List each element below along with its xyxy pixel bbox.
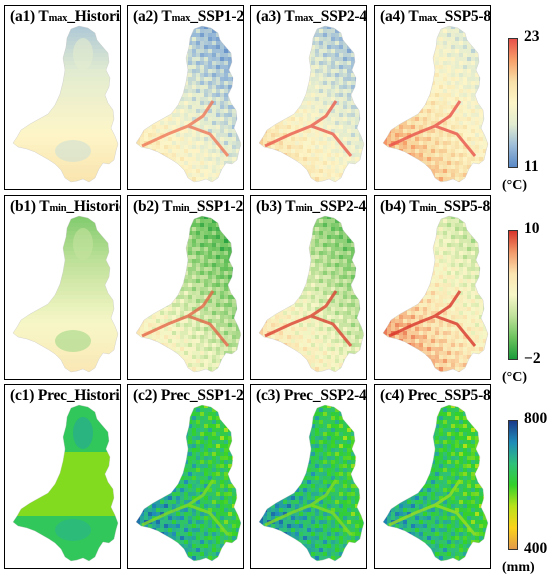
basin-map [12, 404, 119, 562]
scenario-name: _SSP1-2.6 [190, 8, 244, 25]
variable-name: Prec [37, 387, 67, 404]
map-panel-b3: (b3) Tmin_SSP2-4.5 [250, 195, 367, 380]
panel-title: (a2) Tmax_SSP1-2.6 [133, 8, 244, 26]
panel-tag: (b1) [10, 198, 40, 215]
scenario-name: _Historical [67, 8, 120, 25]
panel-title: (b2) Tmin_SSP1-2.6 [133, 198, 244, 216]
basin-map [135, 25, 242, 183]
colorbar-unit: (°C) [502, 178, 528, 193]
variable-subscript: max [171, 13, 191, 24]
basin-map [382, 404, 489, 562]
panel-tag: (a1) [10, 8, 39, 25]
colorbar-min-label: 400 [524, 540, 548, 557]
colorbar-b [508, 230, 518, 360]
basin-map [382, 215, 489, 373]
panel-title: (a4) Tmax_SSP5-8.5 [380, 8, 491, 26]
variable-name: Prec [160, 387, 190, 404]
variable-subscript: min [172, 203, 190, 214]
panel-tag: (c4) [380, 387, 408, 404]
variable-subscript: min [419, 203, 437, 214]
map-panel-c3: (c3) Prec_SSP2-4.5 [250, 384, 367, 569]
scenario-name: _SSP5-8.5 [437, 8, 491, 25]
panel-title: (c2) Prec_SSP1-2.6 [133, 387, 244, 405]
colorbar-max-label: 10 [524, 220, 540, 237]
panel-title: (c3) Prec_SSP2-4.5 [256, 387, 367, 405]
variable-subscript: min [49, 203, 67, 214]
panel-title: (b3) Tmin_SSP2-4.5 [256, 198, 367, 216]
variable-name: T [39, 198, 50, 215]
map-panel-a3: (a3) Tmax_SSP2-4.5 [250, 5, 367, 190]
map-panel-a2: (a2) Tmax_SSP1-2.6 [127, 5, 244, 190]
map-panel-b1: (b1) Tmin_Historical [4, 195, 121, 380]
basin-map [258, 215, 365, 373]
panel-tag: (b3) [256, 198, 286, 215]
map-panel-b2: (b2) Tmin_SSP1-2.6 [127, 195, 244, 380]
scenario-name: _SSP1-2.6 [189, 198, 244, 215]
panel-tag: (c1) [10, 387, 38, 404]
scenario-name: _SSP5-8.5 [436, 198, 491, 215]
basin-map [258, 404, 365, 562]
variable-name: T [409, 198, 420, 215]
scenario-name: _SSP2-4.5 [312, 198, 367, 215]
panel-tag: (c2) [133, 387, 161, 404]
colorbar-max-label: 800 [524, 410, 548, 427]
variable-subscript: max [294, 13, 314, 24]
map-panel-c2: (c2) Prec_SSP1-2.6 [127, 384, 244, 569]
panel-title: (c4) Prec_SSP5-8.5 [380, 387, 491, 405]
colorbar-unit: (mm) [502, 560, 535, 575]
map-panel-c4: (c4) Prec_SSP5-8.5 [374, 384, 491, 569]
variable-subscript: max [48, 13, 68, 24]
panel-tag: (a4) [380, 8, 409, 25]
panel-tag: (b2) [133, 198, 163, 215]
variable-name: Prec [407, 387, 437, 404]
map-panel-b4: (b4) Tmin_SSP5-8.5 [374, 195, 491, 380]
map-panel-a1: (a1) Tmax_Historical [4, 5, 121, 190]
basin-map [258, 25, 365, 183]
colorbar-max-label: 23 [524, 28, 540, 45]
basin-map [12, 25, 119, 183]
variable-name: T [161, 8, 172, 25]
colorbar-min-label: 11 [524, 158, 539, 175]
basin-map [135, 404, 242, 562]
panel-tag: (b4) [380, 198, 410, 215]
colorbar-unit: (°C) [502, 370, 528, 385]
basin-map [135, 215, 242, 373]
scenario-name: _SSP1-2.6 [189, 387, 244, 404]
basin-map [12, 215, 119, 373]
map-panel-a4: (a4) Tmax_SSP5-8.5 [374, 5, 491, 190]
panel-tag: (a2) [133, 8, 162, 25]
colorbar-c [508, 420, 518, 550]
variable-name: T [284, 8, 295, 25]
variable-name: T [408, 8, 419, 25]
variable-name: T [285, 198, 296, 215]
variable-name: T [162, 198, 173, 215]
map-panel-c1: (c1) Prec_Historical [4, 384, 121, 569]
colorbar-a [508, 38, 518, 168]
panel-title: (b1) Tmin_Historical [10, 198, 120, 216]
variable-subscript: max [418, 13, 438, 24]
panel-title: (c1) Prec_Historical [10, 387, 120, 405]
colorbar-min-label: −2 [524, 350, 541, 367]
variable-name: T [38, 8, 49, 25]
panel-title: (a1) Tmax_Historical [10, 8, 120, 26]
scenario-name: _Historical [66, 387, 120, 404]
panel-tag: (c3) [256, 387, 284, 404]
scenario-name: _SSP5-8.5 [436, 387, 491, 404]
scenario-name: _SSP2-4.5 [313, 8, 367, 25]
variable-name: Prec [283, 387, 313, 404]
panel-title: (b4) Tmin_SSP5-8.5 [380, 198, 491, 216]
scenario-name: _SSP2-4.5 [312, 387, 367, 404]
panel-tag: (a3) [256, 8, 285, 25]
panel-title: (a3) Tmax_SSP2-4.5 [256, 8, 367, 26]
basin-map [382, 25, 489, 183]
scenario-name: _Historical [66, 198, 120, 215]
variable-subscript: min [295, 203, 313, 214]
